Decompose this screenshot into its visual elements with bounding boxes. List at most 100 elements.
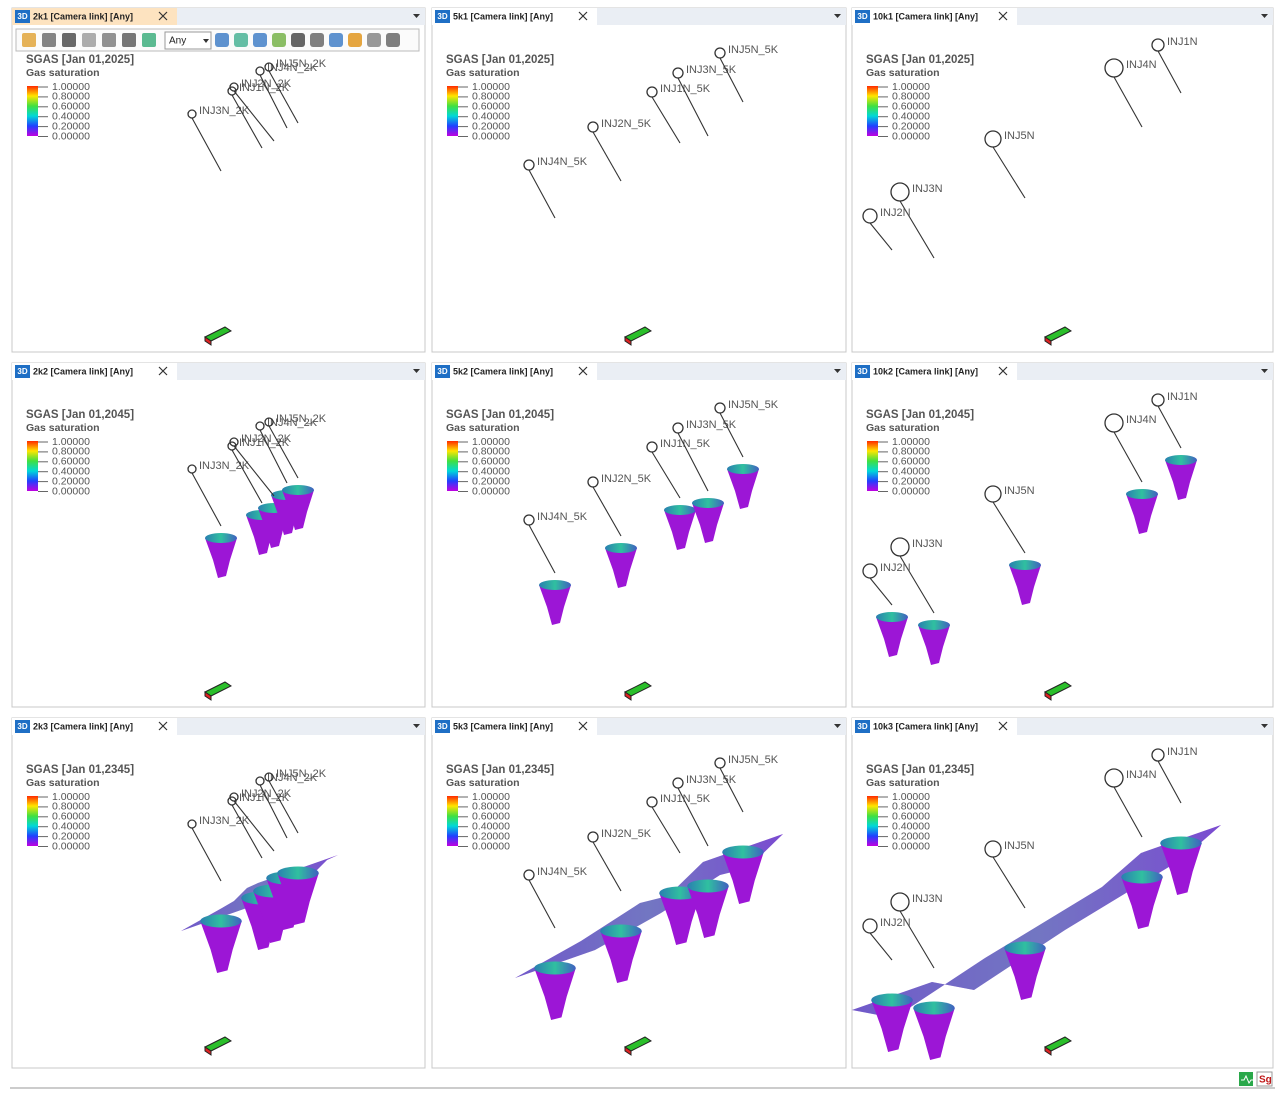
well-label: INJ3N: [912, 183, 943, 195]
toolbar-button[interactable]: [234, 33, 248, 47]
toolbar-button[interactable]: [310, 33, 324, 47]
toolbar-button[interactable]: [386, 33, 400, 47]
tab-title[interactable]: 2k3 [Camera link] [Any]: [33, 721, 133, 731]
well-head: [255, 776, 265, 786]
menu-arrow[interactable]: [834, 369, 841, 373]
badge-bg: [435, 10, 450, 23]
menu-arrow[interactable]: [413, 369, 420, 373]
well-label: INJ3N_2K: [199, 105, 250, 117]
tab[interactable]: [432, 363, 597, 380]
menu-arrow[interactable]: [413, 724, 420, 728]
well-label: INJ4N_5K: [537, 866, 588, 878]
tab-title[interactable]: 2k2 [Camera link] [Any]: [33, 366, 133, 376]
tab[interactable]: [12, 8, 177, 25]
tab[interactable]: [852, 8, 1017, 25]
legend-tick-label: 0.20000: [472, 475, 510, 487]
plume: [277, 873, 319, 925]
tab-title[interactable]: 10k2 [Camera link] [Any]: [873, 366, 978, 376]
close-icon[interactable]: [158, 366, 168, 376]
toolbar-button[interactable]: [102, 33, 116, 47]
close-icon[interactable]: [998, 366, 1008, 376]
legend-tick-label: 1.00000: [472, 81, 510, 93]
legend-tick-label: 0.20000: [892, 120, 930, 132]
well-label: INJ2N_5K: [601, 118, 652, 130]
menu-arrow[interactable]: [413, 14, 420, 18]
toolbar-button[interactable]: [82, 33, 96, 47]
legend-title: SGAS [Jan 01,2045]: [26, 409, 134, 421]
plume-top: [876, 612, 908, 622]
close-icon[interactable]: [998, 721, 1008, 731]
close-icon[interactable]: [158, 721, 168, 731]
badge: 3D: [17, 722, 27, 731]
well-head: [1151, 38, 1165, 52]
close-icon[interactable]: [998, 11, 1008, 21]
legend-tick-label: 1.00000: [892, 791, 930, 803]
toolbar-button[interactable]: [253, 33, 267, 47]
legend-subtitle: Gas saturation: [866, 777, 940, 789]
tab-title[interactable]: 2k1 [Camera link] [Any]: [33, 11, 133, 21]
well-head: [255, 66, 265, 76]
menu-arrow[interactable]: [834, 14, 841, 18]
toolbar-button[interactable]: [122, 33, 136, 47]
tab[interactable]: [852, 718, 1017, 735]
tab-title[interactable]: 5k3 [Camera link] [Any]: [453, 721, 553, 731]
toolbar-button[interactable]: [142, 33, 156, 47]
filter-value[interactable]: Any: [169, 36, 186, 47]
legend-tick-label: 1.00000: [52, 81, 90, 93]
plume: [200, 921, 242, 973]
plume: [539, 585, 571, 625]
badge: 3D: [437, 12, 447, 21]
plume: [605, 548, 637, 588]
plume: [664, 510, 696, 550]
menu-arrow[interactable]: [834, 724, 841, 728]
well-trajectory: [719, 767, 744, 813]
close-icon[interactable]: [158, 11, 168, 21]
badge-bg: [855, 720, 870, 733]
close-icon[interactable]: [578, 11, 588, 21]
toolbar-button[interactable]: [291, 33, 305, 47]
toolbar-button[interactable]: [22, 33, 36, 47]
close-icon[interactable]: [578, 366, 588, 376]
tab-title[interactable]: 10k3 [Camera link] [Any]: [873, 721, 978, 731]
well-head: [1104, 413, 1124, 433]
well-trajectory: [592, 486, 622, 537]
well-label: INJ2N: [880, 917, 911, 929]
tab[interactable]: [12, 718, 177, 735]
legend-subtitle: Gas saturation: [446, 67, 520, 79]
toolbar-button[interactable]: [348, 33, 362, 47]
close-icon[interactable]: [578, 721, 588, 731]
tab[interactable]: [12, 363, 177, 380]
legend-tick-label: 0.40000: [472, 820, 510, 832]
toolbar-button[interactable]: [272, 33, 286, 47]
tab[interactable]: [852, 363, 1017, 380]
well-label: INJ4N_5K: [537, 511, 588, 523]
well-label: INJ1N: [1167, 391, 1198, 403]
filter-dropdown[interactable]: [164, 31, 212, 50]
legend-title: SGAS [Jan 01,2045]: [446, 409, 554, 421]
tab[interactable]: [432, 718, 597, 735]
legend-title: SGAS [Jan 01,2025]: [446, 54, 554, 66]
menu-arrow[interactable]: [1261, 369, 1268, 373]
menu-arrow[interactable]: [1261, 14, 1268, 18]
badge: 3D: [437, 722, 447, 731]
tab-title[interactable]: 5k2 [Camera link] [Any]: [453, 366, 553, 376]
toolbar-button[interactable]: [329, 33, 343, 47]
toolbar-button[interactable]: [42, 33, 56, 47]
status-icon[interactable]: [1239, 1072, 1253, 1086]
status-icon-bg: [1256, 1071, 1273, 1087]
well-head: [890, 182, 910, 202]
plume-top: [539, 580, 571, 590]
well-trajectory: [677, 432, 709, 492]
well-trajectory: [231, 804, 263, 859]
toolbar-button[interactable]: [367, 33, 381, 47]
toolbar-button[interactable]: [215, 33, 229, 47]
tab[interactable]: [432, 8, 597, 25]
well-trajectory: [528, 879, 556, 929]
tab-title[interactable]: 5k1 [Camera link] [Any]: [453, 11, 553, 21]
panel: [851, 362, 1274, 708]
toolbar-button[interactable]: [62, 33, 76, 47]
legend-tick-label: 0.80000: [52, 801, 90, 813]
well-label: INJ3N_5K: [686, 419, 737, 431]
tab-title[interactable]: 10k1 [Camera link] [Any]: [873, 11, 978, 21]
menu-arrow[interactable]: [1261, 724, 1268, 728]
